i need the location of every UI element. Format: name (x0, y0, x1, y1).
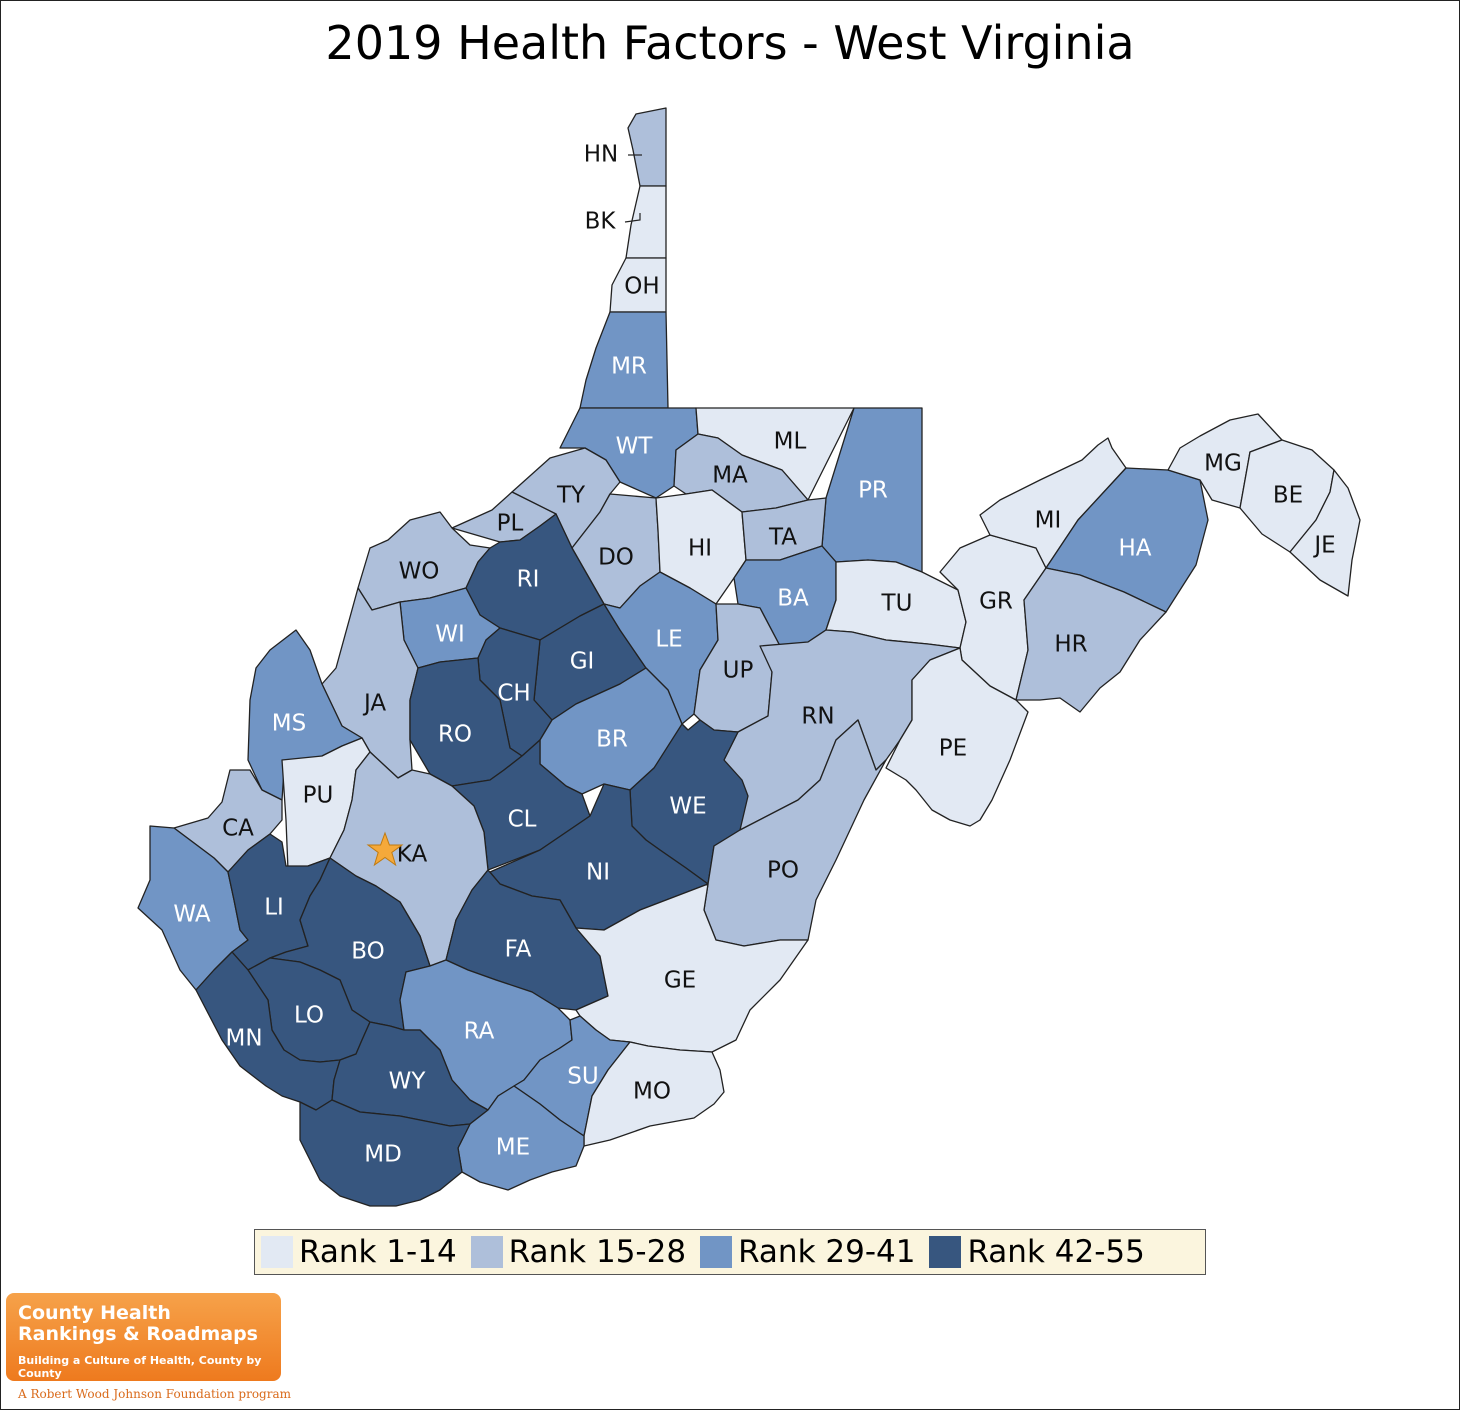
county-label-be: BE (1273, 483, 1303, 509)
county-ge[interactable] (575, 883, 809, 1053)
county-label-su: SU (567, 1064, 598, 1090)
logo-text: County Health Rankings & Roadmaps (18, 1302, 258, 1345)
legend-label: Rank 29-41 (738, 1234, 916, 1270)
county-label-ro: RO (438, 722, 472, 748)
legend-label: Rank 15-28 (508, 1234, 687, 1270)
county-label-ka: KA (397, 842, 428, 868)
county-label-wi: WI (435, 622, 465, 648)
west-virginia-map: HN BK OH MR WT ML MA PR TY PL DO HI TA WO RI BA TU GR MI HA… (137, 107, 1361, 1207)
county-label-hi: HI (688, 536, 712, 562)
county-label-wo: WO (399, 559, 440, 585)
county-label-ty: TY (556, 483, 586, 509)
county-hn[interactable] (627, 107, 667, 187)
county-pe[interactable] (885, 647, 1029, 827)
legend-label: Rank 42-55 (967, 1234, 1145, 1270)
county-label-wa: WA (173, 902, 210, 928)
county-hr[interactable] (1015, 567, 1167, 713)
county-label-ml: ML (774, 429, 807, 455)
county-label-hn: HN (584, 142, 619, 168)
county-label-do: DO (598, 545, 634, 571)
county-label-ra: RA (464, 1019, 495, 1045)
county-je[interactable] (1289, 469, 1361, 597)
county-label-po: PO (767, 858, 799, 884)
county-label-gr: GR (979, 589, 1013, 615)
county-md[interactable] (299, 1099, 471, 1207)
legend-swatch (470, 1236, 503, 1268)
county-label-pl: PL (497, 511, 524, 537)
county-label-mr: MR (611, 354, 647, 380)
legend-item-rank-1: Rank 1-14 (261, 1234, 457, 1270)
county-label-mg: MG (1204, 451, 1242, 477)
county-label-lo: LO (294, 1003, 324, 1029)
county-label-mo: MO (633, 1079, 671, 1105)
county-label-wy: WY (389, 1069, 427, 1095)
county-label-md: MD (364, 1142, 402, 1168)
county-health-rankings-logo[interactable]: County Health Rankings & Roadmaps Buildi… (6, 1293, 281, 1381)
legend-item-rank-2: Rank 15-28 (470, 1234, 687, 1270)
county-label-ni: NI (586, 860, 610, 886)
county-label-bo: BO (351, 939, 384, 965)
county-label-je: JE (1312, 533, 1335, 559)
county-label-tu: TU (881, 591, 913, 617)
county-label-ge: GE (664, 968, 696, 994)
legend-item-rank-3: Rank 29-41 (700, 1234, 915, 1270)
county-label-li: LI (264, 895, 284, 921)
county-label-pe: PE (939, 736, 967, 762)
legend-swatch (261, 1236, 293, 1268)
county-label-ch: CH (497, 681, 530, 707)
legend-label: Rank 1-14 (299, 1234, 457, 1270)
bk-leader-line (624, 213, 641, 223)
county-label-le: LE (655, 627, 682, 653)
map-title: 2019 Health Factors - West Virginia (325, 16, 1135, 70)
county-label-ha: HA (1118, 536, 1151, 562)
county-label-me: ME (496, 1135, 530, 1161)
county-label-ri: RI (517, 567, 540, 593)
county-label-oh: OH (624, 274, 659, 300)
county-mo[interactable] (583, 1041, 725, 1147)
county-label-hr: HR (1054, 632, 1087, 658)
county-label-ba: BA (777, 586, 809, 612)
county-label-ja: JA (362, 691, 386, 717)
county-label-pu: PU (303, 783, 334, 809)
county-label-up: UP (723, 658, 754, 684)
legend-swatch (929, 1236, 962, 1268)
county-label-ma: MA (712, 463, 748, 489)
county-label-we: WE (669, 794, 706, 820)
logo-tagline: Building a Culture of Health, County by … (18, 1354, 262, 1380)
county-label-wt: WT (616, 434, 654, 460)
county-bk[interactable] (625, 185, 667, 259)
county-label-gi: GI (570, 649, 595, 675)
legend: Rank 1-14 Rank 15-28 Rank 29-41 Rank 42-… (254, 1229, 1206, 1275)
county-label-mn: MN (225, 1026, 262, 1052)
county-label-fa: FA (505, 937, 532, 963)
county-label-bk: BK (585, 209, 617, 235)
county-label-pr: PR (858, 478, 888, 504)
county-label-ms: MS (272, 711, 306, 737)
county-label-ca: CA (222, 816, 254, 842)
county-label-br: BR (596, 727, 628, 753)
county-label-ta: TA (768, 525, 797, 551)
county-label-cl: CL (508, 807, 537, 833)
county-me[interactable] (457, 1085, 585, 1191)
county-label-mi: MI (1035, 508, 1062, 534)
foundation-credit: A Robert Wood Johnson Foundation program (18, 1387, 291, 1401)
county-label-rn: RN (801, 704, 834, 730)
legend-item-rank-4: Rank 42-55 (929, 1234, 1145, 1270)
legend-swatch (700, 1236, 733, 1268)
capital-star-icon (366, 831, 404, 867)
